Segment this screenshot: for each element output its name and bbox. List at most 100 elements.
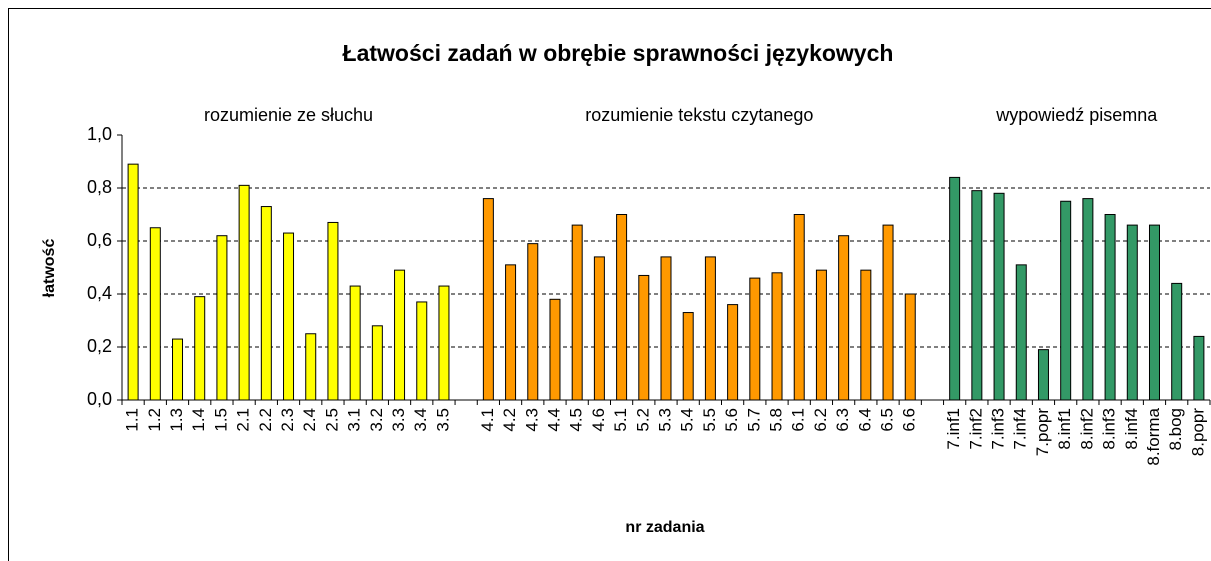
x-tick-label: 4.2 <box>500 408 519 432</box>
group-label: rozumienie tekstu czytanego <box>585 105 813 125</box>
bar <box>349 285 361 401</box>
bar <box>438 285 450 401</box>
x-tick-label: 8.inf3 <box>1100 408 1119 450</box>
x-tick-label: 5.2 <box>633 408 652 432</box>
x-tick-label: 7.inf3 <box>989 408 1008 450</box>
bar <box>327 221 339 401</box>
x-tick-label: 7.inf1 <box>944 408 963 450</box>
bar <box>571 224 583 401</box>
bar <box>283 232 295 401</box>
x-tick-label: 4.6 <box>589 408 608 432</box>
x-tick-label: 8.popr <box>1188 408 1207 457</box>
bar <box>194 296 206 401</box>
bar <box>149 227 161 401</box>
y-tick-label: 0,6 <box>87 230 112 250</box>
bar <box>660 256 672 401</box>
bar <box>682 312 694 401</box>
x-tick-label: 5.8 <box>767 408 786 432</box>
x-tick-label: 5.7 <box>744 408 763 432</box>
chart-frame <box>8 8 1211 561</box>
bar <box>704 256 716 401</box>
x-tick-label: 6.2 <box>811 408 830 432</box>
y-tick-label: 0,0 <box>87 389 112 409</box>
x-tick-label: 1.3 <box>167 408 186 432</box>
x-tick-label: 8.inf4 <box>1122 408 1141 450</box>
x-tick-label: 1.5 <box>211 408 230 432</box>
bar <box>793 214 805 401</box>
x-tick-label: 2.2 <box>256 408 275 432</box>
x-axis-label: nr zadania <box>625 519 704 536</box>
bar <box>971 190 983 401</box>
chart-title: Łatwości zadań w obrębie sprawności języ… <box>343 40 894 66</box>
x-tick-label: 2.5 <box>322 408 341 432</box>
x-tick-label: 1.4 <box>189 408 208 432</box>
bar <box>1193 335 1205 401</box>
x-tick-label: 5.1 <box>611 408 630 432</box>
bar <box>993 192 1005 401</box>
x-tick-label: 5.6 <box>722 408 741 432</box>
y-tick-label: 1,0 <box>87 124 112 144</box>
x-tick-label: 8.inf2 <box>1077 408 1096 450</box>
bar <box>416 301 428 401</box>
group-label: wypowiedź pisemna <box>995 105 1158 125</box>
x-tick-label: 1.2 <box>145 408 164 432</box>
bar <box>482 198 494 401</box>
bar <box>216 235 228 401</box>
x-tick-label: 3.2 <box>367 408 386 432</box>
x-tick-label: 8.bog <box>1166 408 1185 451</box>
x-tick-label: 2.4 <box>300 408 319 432</box>
x-tick-label: 6.1 <box>789 408 808 432</box>
bar <box>1037 349 1049 401</box>
x-tick-label: 1.1 <box>123 408 142 432</box>
x-tick-label: 3.3 <box>389 408 408 432</box>
bar <box>260 206 272 401</box>
bar <box>1171 282 1183 401</box>
bar <box>238 184 250 401</box>
y-tick-label: 0,4 <box>87 283 112 303</box>
x-tick-label: 6.3 <box>833 408 852 432</box>
bar <box>371 325 383 401</box>
x-tick-label: 7.popr <box>1033 408 1052 457</box>
bar <box>949 176 961 401</box>
y-tick-label: 0,8 <box>87 177 112 197</box>
y-tick-label: 0,2 <box>87 336 112 356</box>
x-tick-label: 8.forma <box>1144 407 1163 465</box>
bar <box>394 269 406 401</box>
bar <box>904 293 916 401</box>
x-tick-label: 3.5 <box>433 408 452 432</box>
bar <box>127 163 139 401</box>
bar <box>1104 214 1116 401</box>
bar <box>749 277 761 401</box>
x-tick-label: 8.inf1 <box>1055 408 1074 450</box>
x-tick-label: 3.4 <box>411 408 430 432</box>
bar <box>505 264 517 401</box>
x-tick-label: 5.4 <box>678 408 697 432</box>
x-tick-label: 4.3 <box>522 408 541 432</box>
x-tick-label: 6.5 <box>878 408 897 432</box>
x-tick-label: 2.1 <box>234 408 253 432</box>
bar <box>638 274 650 401</box>
bar <box>727 304 739 401</box>
bar <box>172 338 184 401</box>
bar <box>815 269 827 401</box>
bar <box>838 235 850 401</box>
bar <box>882 224 894 401</box>
x-tick-label: 5.3 <box>655 408 674 432</box>
bar <box>1082 198 1094 401</box>
x-tick-label: 4.4 <box>544 408 563 432</box>
x-tick-label: 6.6 <box>900 408 919 432</box>
x-tick-label: 4.5 <box>567 408 586 432</box>
x-tick-label: 3.1 <box>345 408 364 432</box>
bar <box>860 269 872 401</box>
bar <box>305 333 317 401</box>
bar <box>549 298 561 401</box>
bar <box>1126 224 1138 401</box>
bar <box>771 272 783 401</box>
bar <box>1148 224 1160 401</box>
bar <box>1015 264 1027 401</box>
bar <box>527 243 539 401</box>
group-label: rozumienie ze słuchu <box>204 105 373 125</box>
x-tick-label: 7.inf2 <box>966 408 985 450</box>
x-tick-label: 2.3 <box>278 408 297 432</box>
